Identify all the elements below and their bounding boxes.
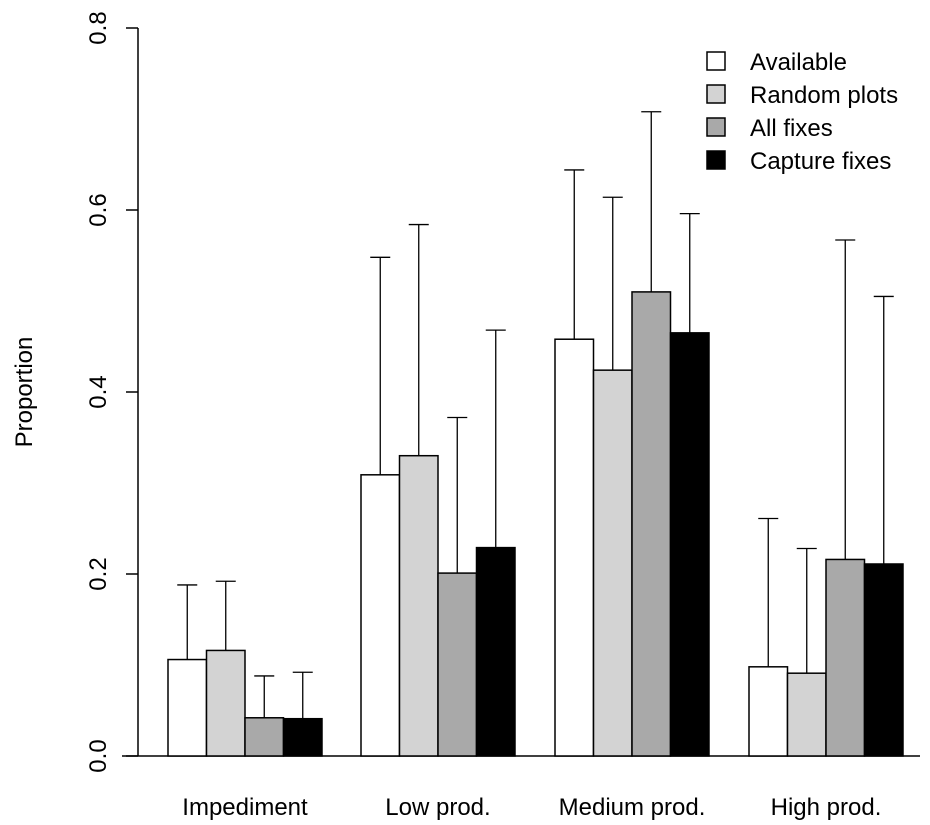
bar <box>438 573 477 756</box>
legend-label: Capture fixes <box>750 148 891 175</box>
legend-label: Random plots <box>750 82 898 109</box>
legend-swatch <box>707 151 725 169</box>
bars <box>168 292 903 756</box>
y-tick-label: 0.8 <box>85 11 112 44</box>
x-tick-label: Medium prod. <box>559 794 706 821</box>
y-axis-label: Proportion <box>11 337 38 448</box>
x-tick-label: High prod. <box>771 794 882 821</box>
bar <box>594 370 633 756</box>
y-tick-label: 0.2 <box>85 557 112 590</box>
y-axis-ticks: 0.0 0.2 0.4 0.6 0.8 <box>85 11 138 772</box>
x-tick-label: Impediment <box>182 794 308 821</box>
y-tick-label: 0.0 <box>85 739 112 772</box>
bar <box>284 719 323 756</box>
bar <box>749 667 788 756</box>
bar <box>168 660 207 756</box>
bar <box>671 333 710 756</box>
legend-label: All fixes <box>750 115 833 142</box>
bar <box>555 339 594 756</box>
bar <box>361 475 400 756</box>
bar <box>477 548 516 756</box>
legend-swatch <box>707 85 725 103</box>
legend-swatch <box>707 118 725 136</box>
error-bars <box>177 112 894 719</box>
legend-swatch <box>707 52 725 70</box>
bar <box>632 292 671 756</box>
y-tick-label: 0.4 <box>85 375 112 408</box>
bar <box>826 559 865 756</box>
y-tick-label: 0.6 <box>85 193 112 226</box>
bar <box>865 564 904 756</box>
legend: Available Random plots All fixes Capture fi… <box>707 49 898 175</box>
legend-label: Available <box>750 49 847 76</box>
x-tick-label: Low prod. <box>385 794 490 821</box>
bar <box>207 650 246 756</box>
x-axis-labels: Impediment Low prod. Medium prod. High prod… <box>182 794 881 821</box>
bar <box>245 718 284 756</box>
bar <box>788 673 827 756</box>
bar <box>400 456 439 756</box>
